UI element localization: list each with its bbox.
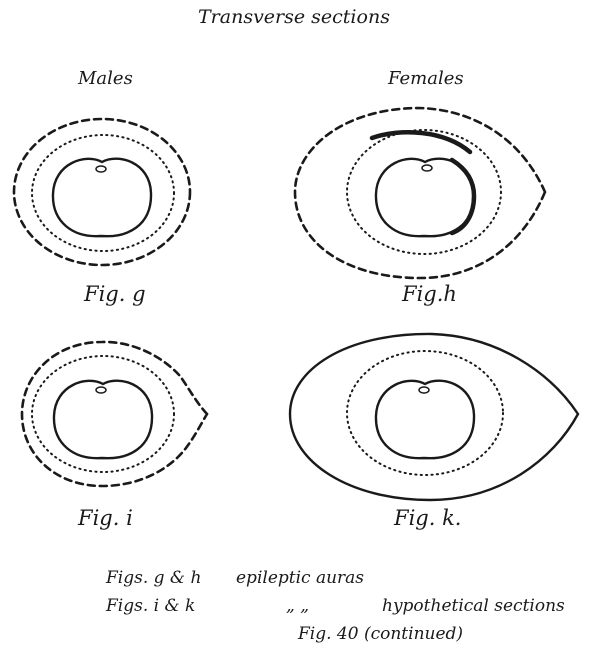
fig-k-nose-mark: [418, 386, 430, 394]
caption-line2-ditto: „ „: [286, 596, 310, 616]
fig-i-label: Fig. i: [78, 506, 133, 530]
fig-i-aura-outline: [20, 340, 209, 488]
fig-i-inner-boundary: [31, 355, 175, 473]
fig-k-inner-boundary: [346, 350, 504, 476]
fig-k-section: [288, 332, 580, 502]
fig-h-section: [293, 106, 547, 280]
caption-line2-figs: Figs. i & k: [106, 596, 196, 616]
fig-k-label: Fig. k.: [394, 506, 462, 530]
fig-k-outer-outline: [288, 332, 580, 502]
figure-caption: Fig. 40 (continued): [298, 624, 464, 644]
fig-g-label: Fig. g: [84, 282, 146, 306]
fig-h-label: Fig.h: [402, 282, 457, 306]
fig-i-nose-mark: [95, 386, 107, 394]
fig-h-inner-boundary: [346, 129, 502, 255]
caption-line2-text: hypothetical sections: [382, 596, 565, 616]
caption-line1-text: epileptic auras: [236, 568, 365, 588]
fig-h-nose-mark: [421, 164, 433, 172]
fig-i-section: [20, 340, 209, 488]
fig-h-heavy-arc: [369, 129, 473, 155]
fig-i-head-outline: [52, 379, 154, 460]
caption-line1-figs: Figs. g & h: [106, 568, 202, 588]
fig-g-aura-outline: [12, 117, 192, 267]
males-column-heading: Males: [78, 68, 133, 89]
fig-h-head-thick-edge: [449, 157, 477, 236]
fig-g-inner-boundary: [31, 134, 175, 252]
females-column-heading: Females: [388, 68, 464, 89]
fig-k-head-outline: [374, 379, 476, 460]
drawing-title: Transverse sections: [198, 6, 390, 28]
fig-h-aura-outline: [293, 106, 547, 280]
fig-g-nose-mark: [95, 165, 107, 173]
fig-g-head-outline: [51, 157, 153, 238]
fig-g-section: [12, 117, 192, 267]
